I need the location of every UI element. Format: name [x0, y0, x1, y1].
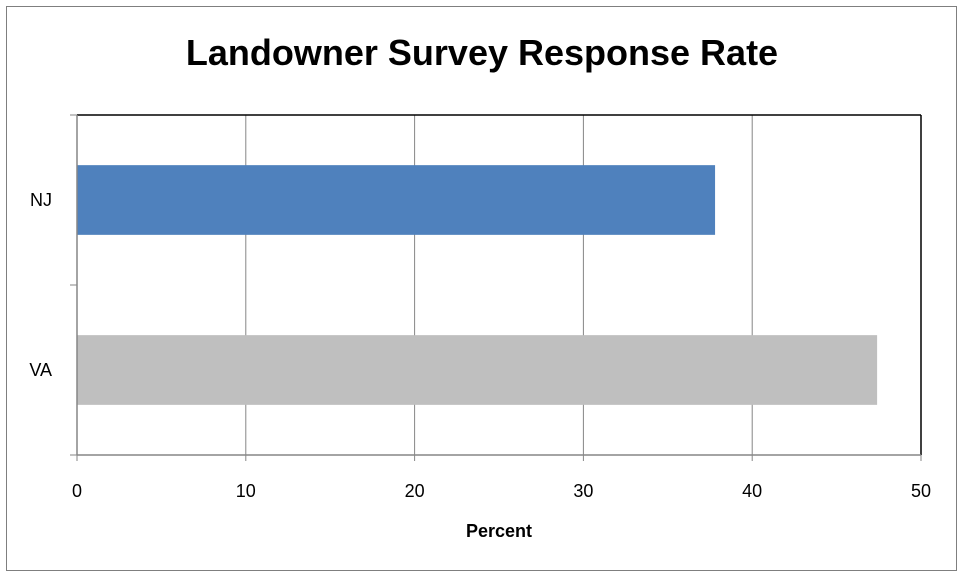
x-tick-label: 10 [236, 481, 256, 501]
axes [70, 114, 922, 461]
bars [77, 165, 878, 405]
x-tick-label: 30 [573, 481, 593, 501]
bar-va [77, 335, 878, 405]
x-tick-label: 40 [742, 481, 762, 501]
x-axis-title: Percent [466, 521, 532, 541]
x-tick-label: 20 [405, 481, 425, 501]
y-tick-label: NJ [30, 190, 52, 210]
x-tick-label: 50 [911, 481, 931, 501]
bar-nj [77, 165, 716, 235]
x-tick-label: 0 [72, 481, 82, 501]
chart-frame [6, 6, 957, 571]
tick-labels: 0 10 20 30 40 50 NJ VA [29, 190, 931, 501]
y-tick-label: VA [29, 360, 52, 380]
chart-title: Landowner Survey Response Rate [185, 32, 779, 73]
